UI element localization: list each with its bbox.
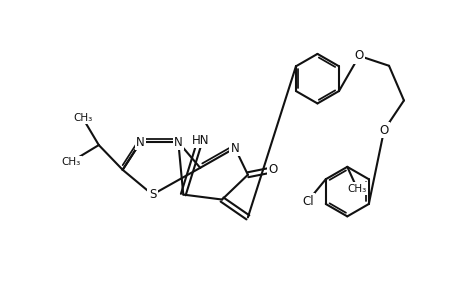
Text: O: O (354, 50, 363, 62)
Text: Cl: Cl (302, 194, 313, 208)
Text: CH₃: CH₃ (73, 113, 92, 123)
Text: O: O (379, 124, 388, 137)
Text: N: N (136, 136, 145, 148)
Text: CH₃: CH₃ (347, 184, 366, 194)
Text: CH₃: CH₃ (61, 157, 80, 167)
Text: N: N (174, 136, 182, 148)
Text: O: O (268, 163, 277, 176)
Text: N: N (230, 142, 239, 154)
Text: HN: HN (191, 134, 208, 147)
Text: S: S (148, 188, 156, 201)
